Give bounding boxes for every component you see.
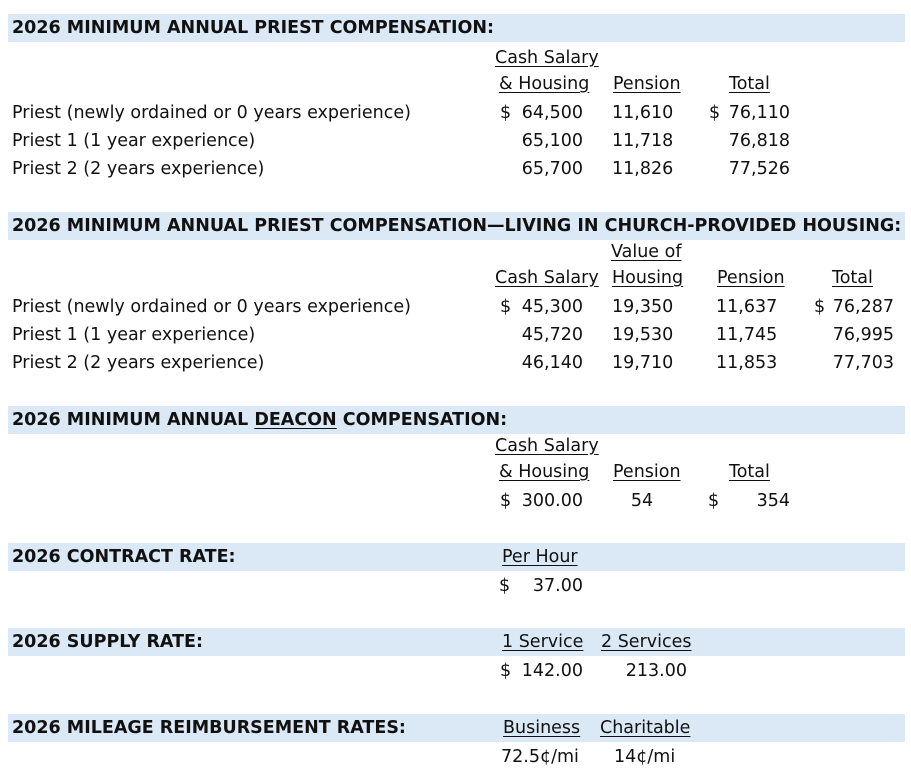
row-label: Priest 1 (1 year experience)	[12, 131, 256, 151]
section-band-mileage	[8, 714, 905, 742]
section-title-supply: 2026 SUPPLY RATE:	[12, 632, 204, 652]
row-label: Priest 1 (1 year experience)	[12, 325, 256, 345]
section-band-contract	[8, 543, 905, 571]
col-header-1-service: 1 Service	[502, 632, 584, 652]
cash-value: 300.00	[521, 491, 583, 511]
total-value: 354	[756, 491, 790, 511]
total-value: 76,287	[832, 297, 894, 317]
total-value: 76,995	[832, 325, 894, 345]
col-header-pension: Pension	[717, 268, 785, 288]
dollar-sign: $	[708, 491, 720, 511]
total-value: 77,526	[728, 159, 790, 179]
col-header-pension: Pension	[613, 74, 681, 94]
row-label: Priest (newly ordained or 0 years experi…	[12, 103, 411, 123]
dollar-sign: $	[500, 297, 512, 317]
dollar-sign: $	[709, 103, 721, 123]
pension-value: 11,745	[716, 325, 778, 345]
two-services-value: 213.00	[625, 661, 687, 681]
cash-value: 46,140	[521, 353, 583, 373]
cash-value: 65,100	[521, 131, 583, 151]
section-title-priest: 2026 MINIMUM ANNUAL PRIEST COMPENSATION:	[12, 18, 495, 38]
section-band-priest	[8, 14, 905, 42]
pension-value: 11,826	[612, 159, 674, 179]
pension-value: 54	[630, 491, 654, 511]
section-band-supply	[8, 628, 905, 656]
section-title-contract: 2026 CONTRACT RATE:	[12, 547, 236, 567]
dollar-sign: $	[814, 297, 826, 317]
col-header-2-services: 2 Services	[601, 632, 692, 652]
title-part: 2026 MINIMUM ANNUAL	[12, 410, 255, 430]
charitable-rate-value: 14¢/mi	[614, 747, 676, 767]
housing-value: 19,350	[612, 297, 674, 317]
col-header-housing: & Housing	[499, 462, 590, 482]
business-rate-value: 72.5¢/mi	[501, 747, 579, 767]
col-header-cash-salary: Cash Salary	[495, 268, 599, 288]
housing-value: 19,710	[612, 353, 674, 373]
section-title-mileage: 2026 MILEAGE REIMBURSEMENT RATES:	[12, 718, 406, 738]
col-header-pension: Pension	[613, 462, 681, 482]
pension-value: 11,637	[716, 297, 778, 317]
cash-value: 45,720	[521, 325, 583, 345]
col-header-housing: & Housing	[499, 74, 590, 94]
dollar-sign: $	[500, 661, 512, 681]
section-band-priest-housing	[8, 212, 905, 240]
row-label: Priest 2 (2 years experience)	[12, 353, 265, 373]
pension-value: 11,610	[612, 103, 674, 123]
col-header-charitable: Charitable	[600, 718, 691, 738]
col-header-total: Total	[832, 268, 873, 288]
cash-value: 65,700	[521, 159, 583, 179]
col-header-cash-salary: Cash Salary	[495, 436, 599, 456]
total-value: 76,818	[728, 131, 790, 151]
dollar-sign: $	[499, 576, 511, 596]
row-label: Priest 2 (2 years experience)	[12, 159, 265, 179]
housing-value: 19,530	[612, 325, 674, 345]
col-header-business: Business	[503, 718, 581, 738]
one-service-value: 142.00	[521, 661, 583, 681]
dollar-sign: $	[500, 491, 512, 511]
cash-value: 64,500	[521, 103, 583, 123]
per-hour-value: 37.00	[532, 576, 583, 596]
total-value: 77,703	[832, 353, 894, 373]
col-header-total: Total	[729, 462, 770, 482]
col-header-housing: Housing	[612, 268, 684, 288]
dollar-sign: $	[500, 103, 512, 123]
pension-value: 11,853	[716, 353, 778, 373]
col-header-value-of: Value of	[611, 242, 682, 262]
title-part: COMPENSATION:	[336, 410, 508, 430]
pension-value: 11,718	[612, 131, 674, 151]
section-title-deacon: 2026 MINIMUM ANNUAL DEACON COMPENSATION:	[12, 406, 507, 434]
title-deacon-underlined: DEACON	[254, 410, 337, 430]
section-title-priest-housing: 2026 MINIMUM ANNUAL PRIEST COMPENSATION—…	[12, 216, 902, 236]
cash-value: 45,300	[521, 297, 583, 317]
col-header-cash-salary: Cash Salary	[495, 48, 599, 68]
section-band-deacon	[8, 406, 905, 434]
total-value: 76,110	[728, 103, 790, 123]
row-label: Priest (newly ordained or 0 years experi…	[12, 297, 411, 317]
col-header-total: Total	[729, 74, 770, 94]
col-header-per-hour: Per Hour	[502, 547, 578, 567]
